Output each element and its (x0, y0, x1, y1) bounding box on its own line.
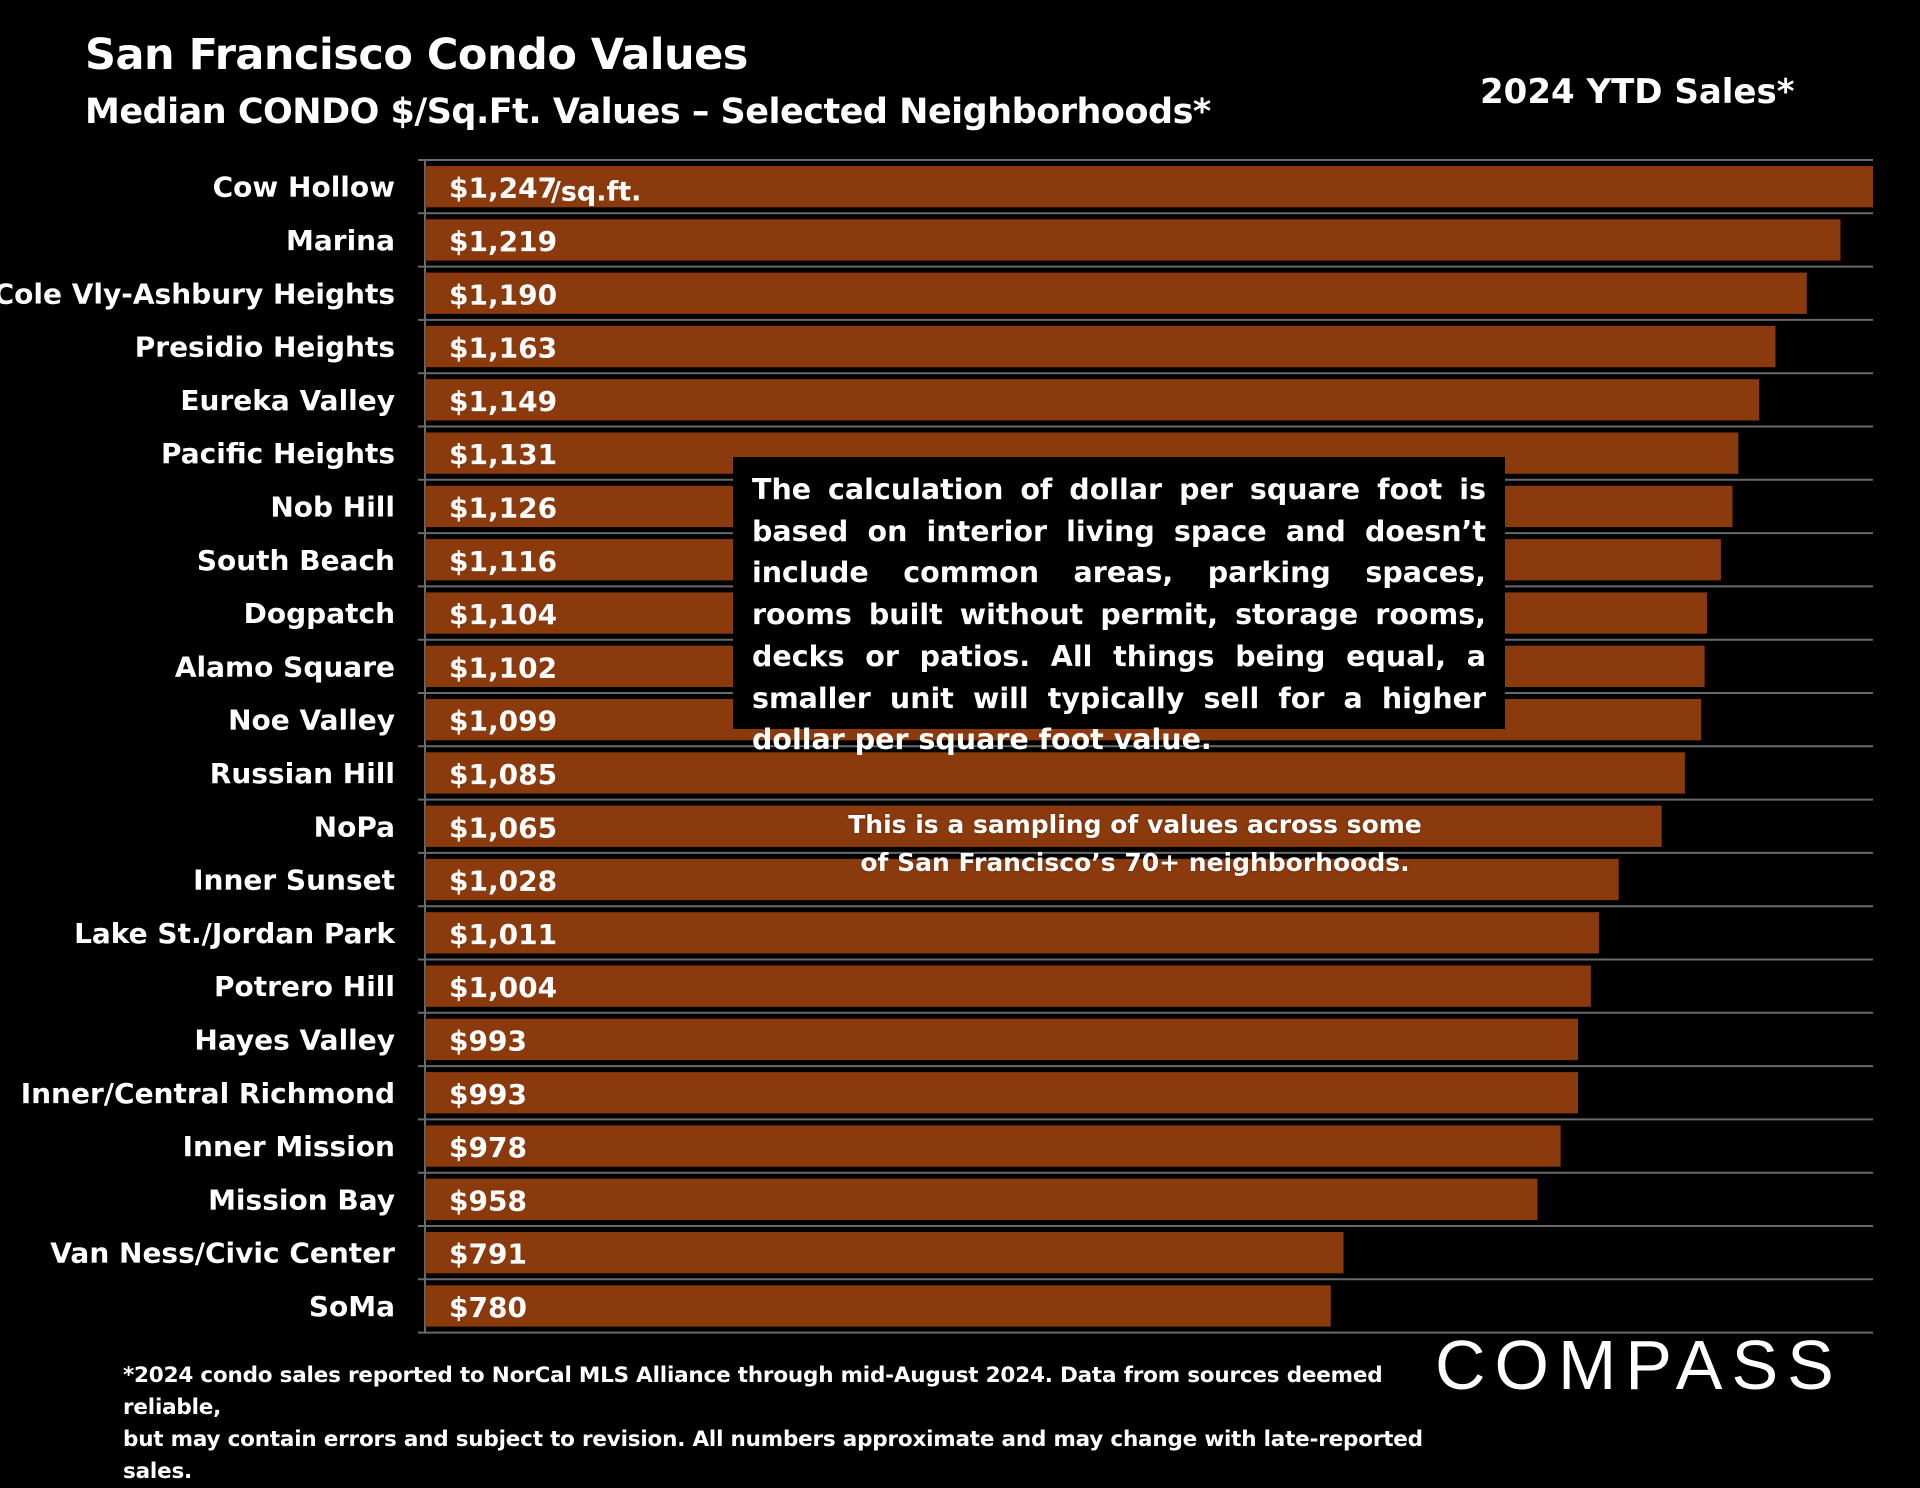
chart-title: San Francisco Condo Values (85, 30, 748, 80)
data-label: $791 (449, 1238, 527, 1271)
bar (425, 379, 1760, 421)
category-label: Presidio Heights (135, 331, 395, 364)
data-label: $993 (449, 1078, 527, 1111)
data-label: $1,099 (449, 705, 557, 738)
bar (425, 1072, 1579, 1114)
category-label: Cole Vly-Ashbury Heights (0, 277, 395, 310)
bar (425, 805, 1662, 847)
category-label: Cow Hollow (213, 171, 395, 204)
data-label: $1,065 (449, 811, 557, 844)
data-label: $1,011 (449, 918, 557, 951)
category-label: Marina (286, 224, 395, 257)
category-label: Hayes Valley (194, 1023, 395, 1056)
data-label: $1,126 (449, 491, 557, 524)
data-label: $1,219 (449, 225, 557, 258)
bar (425, 1285, 1331, 1327)
calculation-note: The calculation of dollar per square foo… (733, 457, 1505, 756)
bar (425, 752, 1685, 794)
data-label: $1,102 (449, 651, 557, 684)
data-label: $1,163 (449, 332, 557, 365)
data-label: $1,116 (449, 545, 557, 578)
category-label: Dogpatch (244, 597, 395, 630)
data-label: $1,104 (449, 598, 557, 631)
category-label: Eureka Valley (180, 384, 395, 417)
category-label: SoMa (309, 1290, 395, 1323)
data-label: $1,085 (449, 758, 557, 791)
category-label: South Beach (197, 544, 395, 577)
chart-subtitle: Median CONDO $/Sq.Ft. Values – Selected … (85, 92, 1211, 132)
compass-logo: COMPASS (1435, 1326, 1843, 1404)
category-label: Lake St./Jordan Park (74, 917, 396, 950)
category-label: Russian Hill (210, 757, 395, 790)
bar (425, 1178, 1538, 1220)
bar (425, 1232, 1344, 1274)
bar (425, 965, 1591, 1007)
unit-label: /sq.ft. (551, 177, 641, 208)
category-label: Van Ness/Civic Center (50, 1237, 395, 1270)
bar (425, 325, 1776, 368)
period-label: 2024 YTD Sales* (1480, 72, 1795, 112)
category-label: Mission Bay (208, 1183, 395, 1216)
category-label: Inner Mission (183, 1130, 395, 1163)
data-label: $993 (449, 1024, 527, 1057)
category-label: Noe Valley (228, 704, 395, 737)
category-label: Pacific Heights (161, 437, 395, 470)
category-label: Inner Sunset (193, 864, 395, 897)
bar (425, 858, 1619, 901)
category-label: Nob Hill (270, 490, 395, 523)
sampling-note: This is a sampling of values across some… (848, 810, 1422, 877)
bar (425, 272, 1807, 314)
category-label: Inner/Central Richmond (21, 1077, 395, 1110)
data-label: $780 (449, 1291, 527, 1324)
category-label: NoPa (314, 810, 395, 843)
bar (425, 1125, 1561, 1167)
data-label: $1,004 (449, 971, 557, 1004)
data-label: $1,131 (449, 438, 557, 471)
data-label: $958 (449, 1184, 527, 1217)
category-label: Alamo Square (175, 650, 395, 683)
category-label: Potrero Hill (214, 970, 395, 1003)
data-label: $1,247 (449, 172, 557, 205)
bar (425, 166, 1873, 208)
data-label: $1,149 (449, 385, 557, 418)
bar (425, 1018, 1579, 1061)
data-label: $1,028 (449, 865, 557, 898)
data-label: $978 (449, 1131, 527, 1164)
bar (425, 912, 1599, 954)
bar (425, 219, 1841, 261)
data-label: $1,190 (449, 278, 557, 311)
footnote: *2024 condo sales reported to NorCal MLS… (123, 1363, 1423, 1484)
